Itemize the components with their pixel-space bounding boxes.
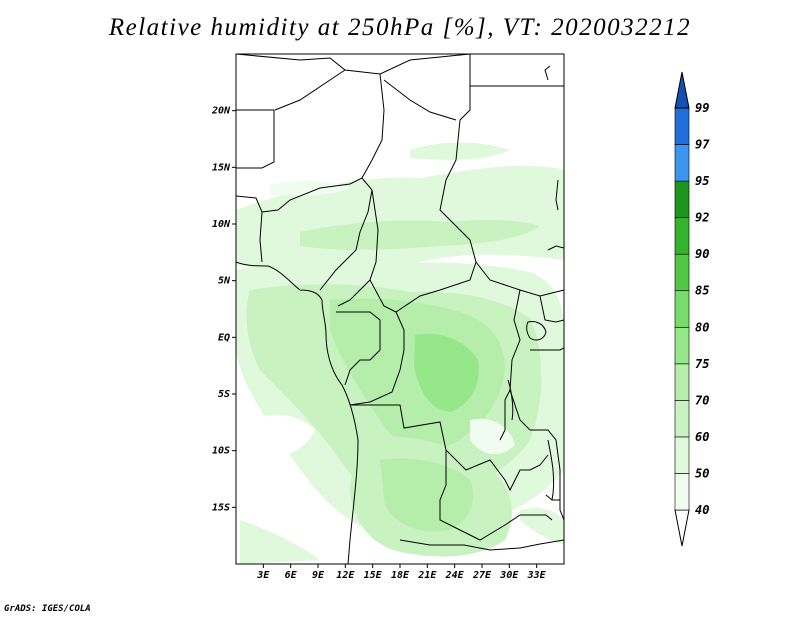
longitude-axis: 3E 6E 9E 12E 15E 18E 21E 24E 27E 30E 33E [256, 564, 547, 581]
colorbar-label: 40 [695, 503, 709, 517]
lon-tick-label: 18E [391, 570, 410, 581]
lon-tick-label: 30E [499, 570, 519, 581]
colorbar-label: 95 [695, 174, 709, 188]
colorbar-label: 99 [695, 101, 709, 115]
colorbar-label: 60 [695, 430, 709, 444]
lon-tick-label: 33E [527, 570, 547, 581]
lat-tick-label: EQ [218, 332, 230, 343]
coastline-west-africa [236, 261, 359, 564]
colorbar-label: 80 [695, 320, 709, 334]
humidity-field [236, 142, 564, 564]
humidity-dry-gap-2 [470, 418, 515, 455]
colorbar-arrow-low [674, 509, 690, 547]
lat-tick-label: 5N [218, 276, 231, 287]
colorbar-segment [674, 473, 690, 511]
colorbar-segment [674, 107, 690, 145]
humidity-south-core [380, 458, 474, 532]
lat-tick-label: 5S [218, 389, 230, 400]
humidity-wisp-north [410, 142, 510, 160]
colorbar-arrow-high [674, 71, 690, 109]
lon-tick-label: 27E [472, 570, 492, 581]
colorbar-segment [674, 400, 690, 438]
colorbar-segment [674, 290, 690, 328]
lat-tick-label: 10S [212, 446, 230, 457]
colorbar-segment [674, 436, 690, 474]
colorbar-label: 85 [695, 284, 709, 298]
country-borders [236, 54, 564, 564]
map-title: Relative humidity at 250hPa [%], VT: 202… [108, 14, 692, 41]
lake-victoria-outline [526, 321, 547, 341]
lat-tick-label: 15S [212, 502, 230, 513]
latitude-axis: 20N 15N 10N 5N EQ 5S 10S 15S [211, 106, 236, 513]
humidity-dry-gap [250, 414, 315, 457]
colorbar-label: 75 [695, 357, 709, 371]
colorbar-segment [674, 253, 690, 292]
lon-tick-label: 12E [336, 570, 355, 581]
colorbar-segment [674, 144, 690, 182]
colorbar-segment [674, 326, 690, 365]
colorbar: 40 50 60 70 75 80 85 90 92 95 97 99 [674, 71, 710, 547]
lake-malawi-outline [547, 439, 555, 501]
lon-tick-label: 6E [285, 570, 298, 581]
colorbar-segment [674, 363, 690, 401]
lon-tick-label: 24E [445, 570, 465, 581]
lon-tick-label: 21E [417, 570, 437, 581]
humidity-wisp-sw [240, 520, 320, 564]
colorbar-segment [674, 180, 690, 218]
humidity-central-75 [414, 333, 479, 412]
colorbar-label: 70 [695, 393, 709, 407]
colorbar-label: 97 [695, 138, 710, 152]
colorbar-label: 92 [695, 211, 709, 225]
colorbar-label: 50 [695, 466, 709, 480]
grads-credit: GrADS: IGES/COLA [4, 604, 91, 614]
lat-tick-label: 10N [212, 219, 231, 230]
colorbar-label: 90 [695, 247, 709, 261]
lon-tick-label: 9E [312, 570, 325, 581]
lon-tick-label: 3E [256, 570, 270, 581]
humidity-wisp-se [520, 508, 564, 545]
colorbar-segment [674, 217, 690, 255]
humidity-wisp-nw [270, 180, 350, 196]
lake-tanganyika-outline [507, 379, 514, 421]
lat-tick-label: 20N [211, 106, 231, 117]
humidity-band-north [236, 165, 564, 271]
lon-tick-label: 15E [364, 570, 383, 581]
lat-tick-label: 15N [212, 162, 231, 173]
humidity-band-north-core [300, 219, 540, 250]
